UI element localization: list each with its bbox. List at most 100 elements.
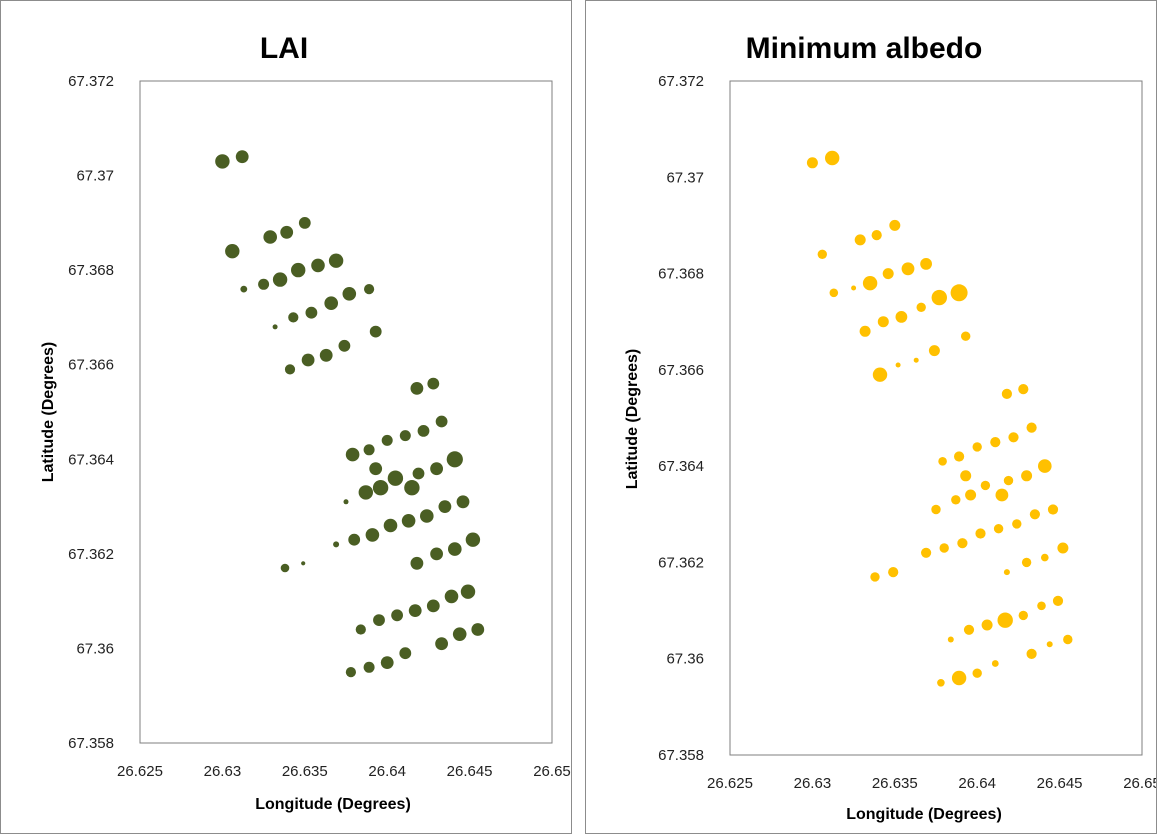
data-point xyxy=(960,470,972,482)
data-point xyxy=(410,382,424,395)
data-point xyxy=(430,462,443,476)
x-axis-ticks: 26.625 26.63 26.635 26.64 26.645 26.65 xyxy=(707,775,1156,792)
data-point xyxy=(916,302,926,312)
plot-area xyxy=(729,80,1143,756)
data-point xyxy=(1037,601,1046,611)
data-point xyxy=(931,504,941,515)
y-tick-label: 67.358 xyxy=(68,735,114,752)
data-point xyxy=(430,547,443,561)
data-point xyxy=(806,157,818,169)
data-point xyxy=(990,437,1001,448)
data-point xyxy=(920,258,932,270)
data-point xyxy=(1001,388,1012,399)
y-tick-label: 67.368 xyxy=(658,266,704,283)
data-point xyxy=(363,661,375,673)
data-point xyxy=(1046,641,1053,648)
data-point xyxy=(417,425,430,437)
data-point xyxy=(1029,509,1040,520)
data-point xyxy=(311,258,325,273)
data-point xyxy=(1012,519,1022,529)
data-point xyxy=(1008,432,1019,443)
data-point xyxy=(913,357,919,363)
x-tick-label: 26.645 xyxy=(447,763,493,780)
data-point xyxy=(342,287,357,301)
data-point xyxy=(993,524,1004,534)
data-point xyxy=(412,467,425,480)
y-tick-label: 67.358 xyxy=(658,747,704,764)
y-tick-label: 67.37 xyxy=(76,168,114,185)
y-tick-label: 67.36 xyxy=(76,640,114,657)
data-point xyxy=(851,285,857,291)
data-point xyxy=(355,624,366,635)
data-point xyxy=(345,667,356,678)
data-point xyxy=(399,647,412,660)
data-point xyxy=(938,457,947,466)
data-point xyxy=(951,495,961,505)
y-axis-ticks: 67.358 67.36 67.362 67.364 67.366 67.368 67.37… xyxy=(658,73,704,764)
data-point xyxy=(225,244,240,259)
y-axis-title: Latitude (Degrees) xyxy=(624,349,641,489)
y-axis-ticks: 67.358 67.36 67.362 67.364 67.366 67.368 67.37… xyxy=(68,73,114,752)
x-tick-label: 26.635 xyxy=(282,763,328,780)
data-point xyxy=(435,637,448,651)
data-point xyxy=(1047,504,1059,515)
data-point xyxy=(931,289,947,306)
data-point xyxy=(328,253,344,268)
data-point xyxy=(348,533,361,546)
chart-title: LAI xyxy=(260,32,308,65)
data-point xyxy=(465,532,481,547)
data-point xyxy=(426,599,440,613)
data-point xyxy=(963,624,975,635)
data-point xyxy=(301,353,315,367)
data-point xyxy=(272,272,288,287)
data-point xyxy=(972,442,982,452)
data-point xyxy=(957,538,968,549)
data-point xyxy=(854,234,866,246)
y-tick-label: 67.37 xyxy=(666,169,704,186)
data-point xyxy=(951,670,967,686)
data-point xyxy=(258,278,270,290)
data-point xyxy=(939,543,949,553)
data-point xyxy=(895,311,908,323)
data-point xyxy=(369,462,383,476)
data-point xyxy=(215,154,230,169)
data-points xyxy=(806,150,1073,687)
data-point xyxy=(452,627,467,641)
lai-chart-panel: LAI 67.358 67.36 67.362 67.364 67.366 67.368 6… xyxy=(0,0,572,834)
data-point xyxy=(365,528,380,542)
data-point xyxy=(888,567,899,578)
data-point xyxy=(980,480,991,491)
data-point xyxy=(1052,595,1064,607)
y-tick-label: 67.362 xyxy=(68,546,114,563)
data-point xyxy=(954,451,965,462)
data-point xyxy=(263,230,278,244)
data-point xyxy=(240,285,248,293)
data-point xyxy=(373,614,385,626)
data-point xyxy=(391,609,403,622)
y-tick-label: 67.36 xyxy=(666,651,704,668)
data-point xyxy=(345,447,360,462)
data-point xyxy=(456,495,470,509)
data-point xyxy=(1063,634,1073,645)
data-point xyxy=(961,331,971,341)
data-point xyxy=(825,150,840,166)
data-point xyxy=(950,284,968,302)
data-point xyxy=(399,430,411,442)
data-point xyxy=(372,480,389,496)
data-point xyxy=(1021,557,1032,568)
data-point xyxy=(333,541,340,548)
data-point xyxy=(947,636,954,643)
y-tick-label: 67.372 xyxy=(658,73,704,90)
data-point xyxy=(1018,610,1028,621)
x-tick-label: 26.645 xyxy=(1037,775,1083,792)
data-point xyxy=(369,325,382,338)
data-point xyxy=(981,619,993,631)
data-point xyxy=(363,444,375,456)
data-point xyxy=(921,547,932,558)
data-point xyxy=(291,262,306,278)
data-point xyxy=(1026,648,1037,660)
data-point xyxy=(997,612,1013,628)
minimum-albedo-scatter-chart: Minimum albedo 67.35867.3667.36267.36467… xyxy=(624,32,1156,823)
data-point xyxy=(435,415,448,428)
data-point xyxy=(862,276,878,291)
